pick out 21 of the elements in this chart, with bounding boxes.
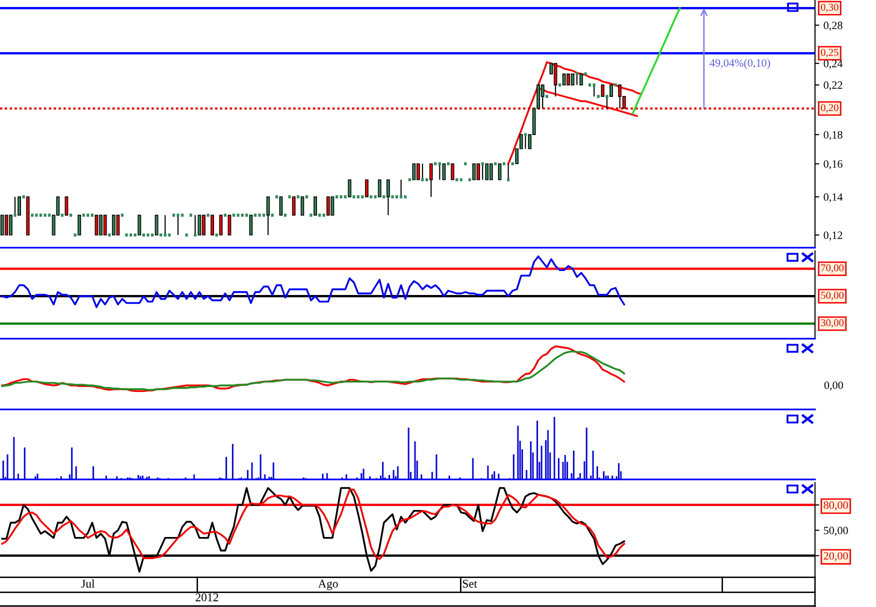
x-tick-label: Ago <box>318 580 338 590</box>
y-tick-label: 0,16 <box>824 160 842 170</box>
y-tick-label: 0,14 <box>824 193 843 202</box>
ref-line-label: 0,20 <box>820 104 838 113</box>
ref-line-label: 0,30 <box>820 4 838 12</box>
ref-line-label: 30,00 <box>821 319 844 328</box>
y-tick-label: 0,12 <box>824 231 842 241</box>
x-tick-label: Set <box>462 580 478 588</box>
y-tick-label: 20,00 <box>824 552 848 562</box>
y-tick-label: 0,18 <box>824 131 842 140</box>
y-tick-label: 0,28 <box>824 22 842 31</box>
text: 0,00 <box>824 381 843 391</box>
y-tick-label: 50,00 <box>824 526 848 536</box>
x-tick-label: Jul <box>81 579 95 588</box>
y-tick-label: 0,22 <box>824 81 842 90</box>
ref-line-label: 70,00 <box>821 264 844 273</box>
annotation: 49,04%(0,10) <box>710 58 770 69</box>
y-tick-label: 80,00 <box>824 501 848 510</box>
x-axis-title: 2012 <box>196 593 218 602</box>
y-tick-label: 0,24 <box>824 60 843 69</box>
ref-line-label: 0,25 <box>820 48 838 58</box>
